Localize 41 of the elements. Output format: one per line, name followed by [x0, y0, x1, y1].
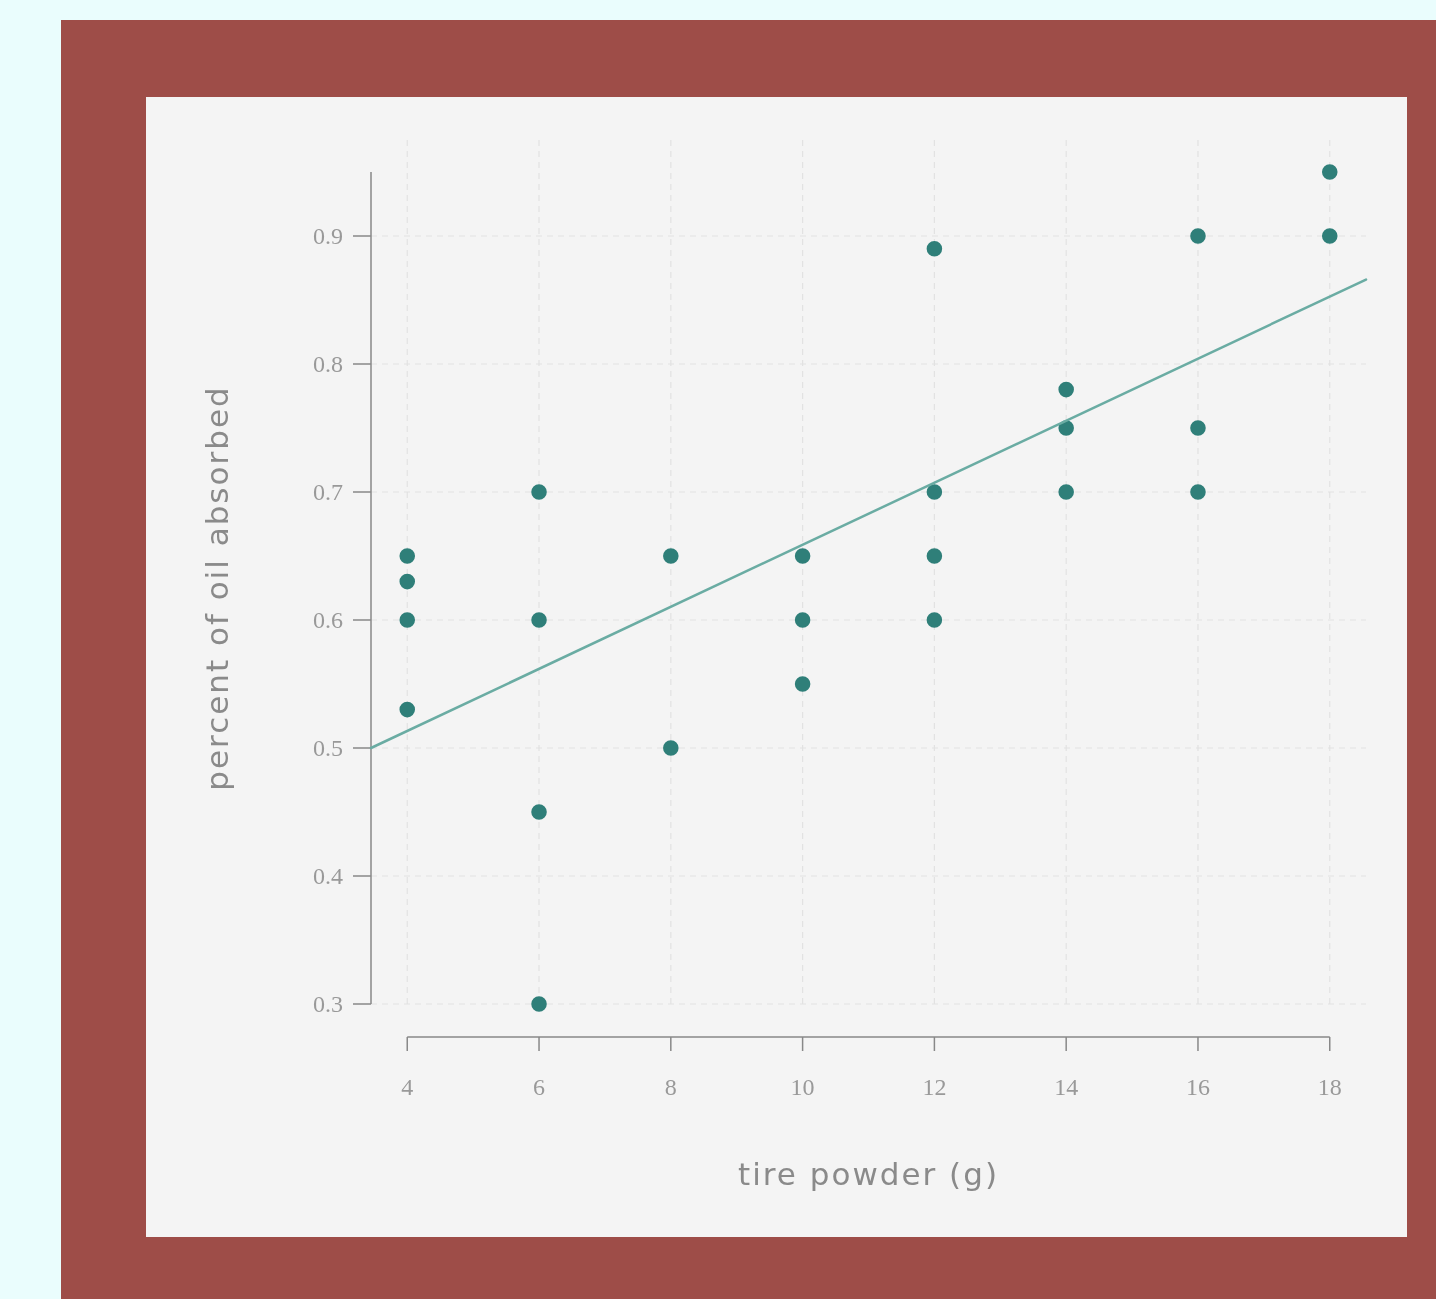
x-tick-label: 6	[533, 1074, 546, 1100]
x-tick-label: 10	[790, 1074, 815, 1100]
point	[399, 701, 416, 718]
point	[399, 612, 416, 628]
y-tick-label: 0.5	[313, 735, 343, 762]
y-tick-label: 0.6	[313, 607, 343, 634]
y-tick-label: 0.7	[313, 479, 343, 506]
point	[794, 612, 811, 628]
x-tick-label: 14	[1054, 1074, 1079, 1100]
point	[531, 996, 547, 1012]
y-tick-label: 0.8	[313, 351, 343, 378]
y-tick-label: 0.9	[313, 223, 343, 250]
point	[794, 548, 811, 564]
point	[926, 548, 943, 564]
point	[663, 740, 679, 756]
x-tick-label: 8	[664, 1074, 677, 1100]
y-tick-label: 0.3	[313, 991, 343, 1018]
point	[794, 676, 811, 692]
x-axis-title: tire powder (g)	[738, 1156, 999, 1192]
point	[663, 548, 679, 564]
point	[531, 484, 547, 500]
x-tick-label: 18	[1317, 1074, 1342, 1100]
point	[531, 804, 547, 820]
point	[1058, 381, 1074, 398]
x-tick-label: 4	[401, 1074, 414, 1100]
point	[926, 484, 943, 500]
point	[1190, 420, 1206, 436]
point	[1321, 228, 1338, 244]
y-axis-title: percent of oil absorbed	[199, 385, 235, 791]
point	[1190, 228, 1206, 244]
y-tick-label: 0.4	[313, 863, 343, 890]
x-tick-label: 12	[922, 1074, 947, 1100]
point	[926, 241, 943, 257]
point	[1321, 164, 1338, 180]
point	[399, 548, 416, 564]
point	[926, 612, 943, 628]
point	[1058, 484, 1074, 500]
point	[1190, 484, 1206, 500]
point	[399, 573, 416, 590]
x-tick-label: 16	[1185, 1074, 1210, 1100]
point	[531, 612, 547, 628]
